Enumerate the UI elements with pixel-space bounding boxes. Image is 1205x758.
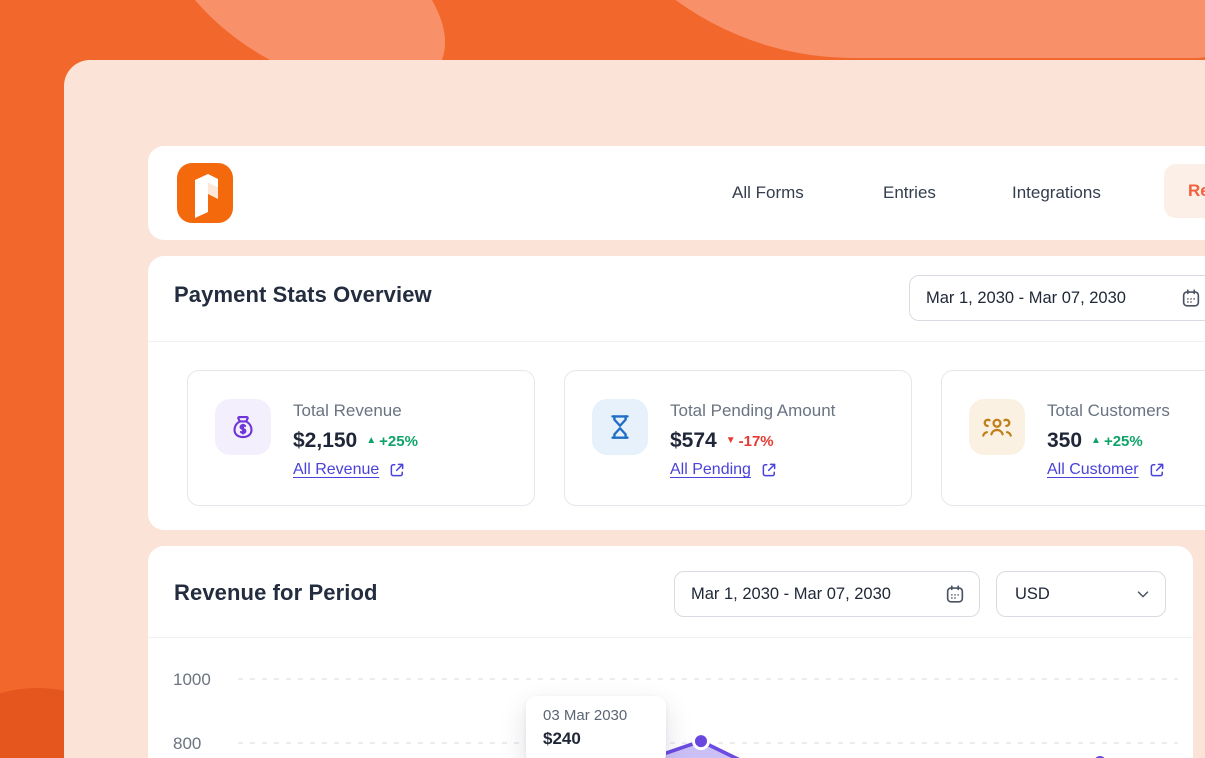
- revenue-date-range-value: Mar 1, 2030 - Mar 07, 2030: [691, 584, 891, 603]
- up-triangle-icon: ▲: [1091, 435, 1101, 446]
- stat-card-total-revenue: Total Revenue $2,150 ▲ +25% All Revenue: [187, 370, 535, 506]
- nav-item-reports[interactable]: Reports: [1164, 164, 1205, 218]
- all-customer-link[interactable]: All Customer: [1047, 461, 1166, 479]
- revenue-divider: [148, 637, 1193, 638]
- overview-date-range-value: Mar 1, 2030 - Mar 07, 2030: [926, 288, 1126, 307]
- stat-link-label: All Pending: [670, 461, 751, 478]
- stat-delta: ▲ +25%: [1091, 433, 1143, 450]
- nav-item-integrations[interactable]: Integrations: [1012, 183, 1101, 202]
- hourglass-icon: [592, 399, 648, 455]
- svg-text:800: 800: [173, 734, 201, 753]
- background-swoosh-large: [553, 0, 1205, 58]
- stat-delta-value: -17%: [738, 432, 774, 450]
- currency-select[interactable]: USD: [996, 571, 1166, 617]
- nav-item-reports-label: Reports: [1188, 181, 1205, 200]
- stat-label: Total Revenue: [293, 401, 402, 420]
- calendar-icon: [944, 583, 966, 605]
- external-link-icon: [762, 463, 776, 477]
- chart-tooltip: 03 Mar 2030 $240: [526, 696, 666, 758]
- external-link-icon: [1150, 463, 1163, 477]
- stat-link-label: All Revenue: [293, 461, 380, 478]
- revenue-chart[interactable]: 1000800500: [148, 546, 1193, 758]
- overview-date-range-picker[interactable]: Mar 1, 2030 - Mar 07, 2030: [909, 275, 1205, 321]
- all-revenue-link[interactable]: All Revenue: [293, 461, 406, 479]
- stat-value: 350: [1047, 429, 1083, 452]
- svg-text:1000: 1000: [173, 670, 211, 689]
- stat-label: Total Pending Amount: [670, 401, 836, 420]
- overview-title: Payment Stats Overview: [174, 282, 432, 307]
- stat-delta: ▲ +25%: [366, 433, 418, 450]
- chevron-down-icon: [1134, 585, 1152, 603]
- stat-delta: ▼ -17%: [726, 433, 774, 450]
- external-link-icon: [390, 463, 404, 477]
- form-logo-icon: [195, 174, 218, 218]
- revenue-date-range-picker[interactable]: Mar 1, 2030 - Mar 07, 2030: [674, 571, 980, 617]
- chart-tooltip-value: $240: [543, 729, 581, 748]
- stat-link-label: All Customer: [1047, 461, 1139, 478]
- down-triangle-icon: ▼: [725, 435, 736, 446]
- up-triangle-icon: ▲: [366, 435, 377, 446]
- currency-select-value: USD: [1015, 584, 1050, 603]
- stat-value: $2,150: [293, 429, 358, 452]
- stat-value: $574: [670, 429, 717, 452]
- money-bag-icon: [215, 399, 271, 455]
- overview-divider: [148, 341, 1205, 342]
- revenue-for-period-panel: Revenue for Period Mar 1, 2030 - Mar 07,…: [148, 546, 1193, 758]
- payment-stats-overview-panel: Payment Stats Overview Mar 1, 2030 - Mar…: [148, 256, 1205, 530]
- top-navigation-bar: All Forms Entries Integrations Reports: [148, 146, 1205, 240]
- app-window: All Forms Entries Integrations Reports P…: [64, 60, 1205, 758]
- stat-delta-value: +25%: [379, 432, 418, 450]
- stat-delta-value: +25%: [1103, 432, 1143, 450]
- stat-label: Total Customers: [1047, 401, 1170, 420]
- stat-card-total-pending: Total Pending Amount $574 ▼ -17% All Pen…: [564, 370, 912, 506]
- nav-item-all-forms[interactable]: All Forms: [732, 183, 804, 202]
- all-pending-link[interactable]: All Pending: [670, 461, 778, 479]
- nav-item-entries[interactable]: Entries: [883, 183, 936, 202]
- stat-card-total-customers: Total Customers 350 ▲ +25% All Customer: [941, 370, 1205, 506]
- revenue-title: Revenue for Period: [174, 580, 378, 605]
- chart-tooltip-date: 03 Mar 2030: [543, 707, 628, 724]
- calendar-icon: [1180, 287, 1202, 309]
- brand-logo[interactable]: [177, 163, 233, 223]
- users-icon: [969, 399, 1025, 455]
